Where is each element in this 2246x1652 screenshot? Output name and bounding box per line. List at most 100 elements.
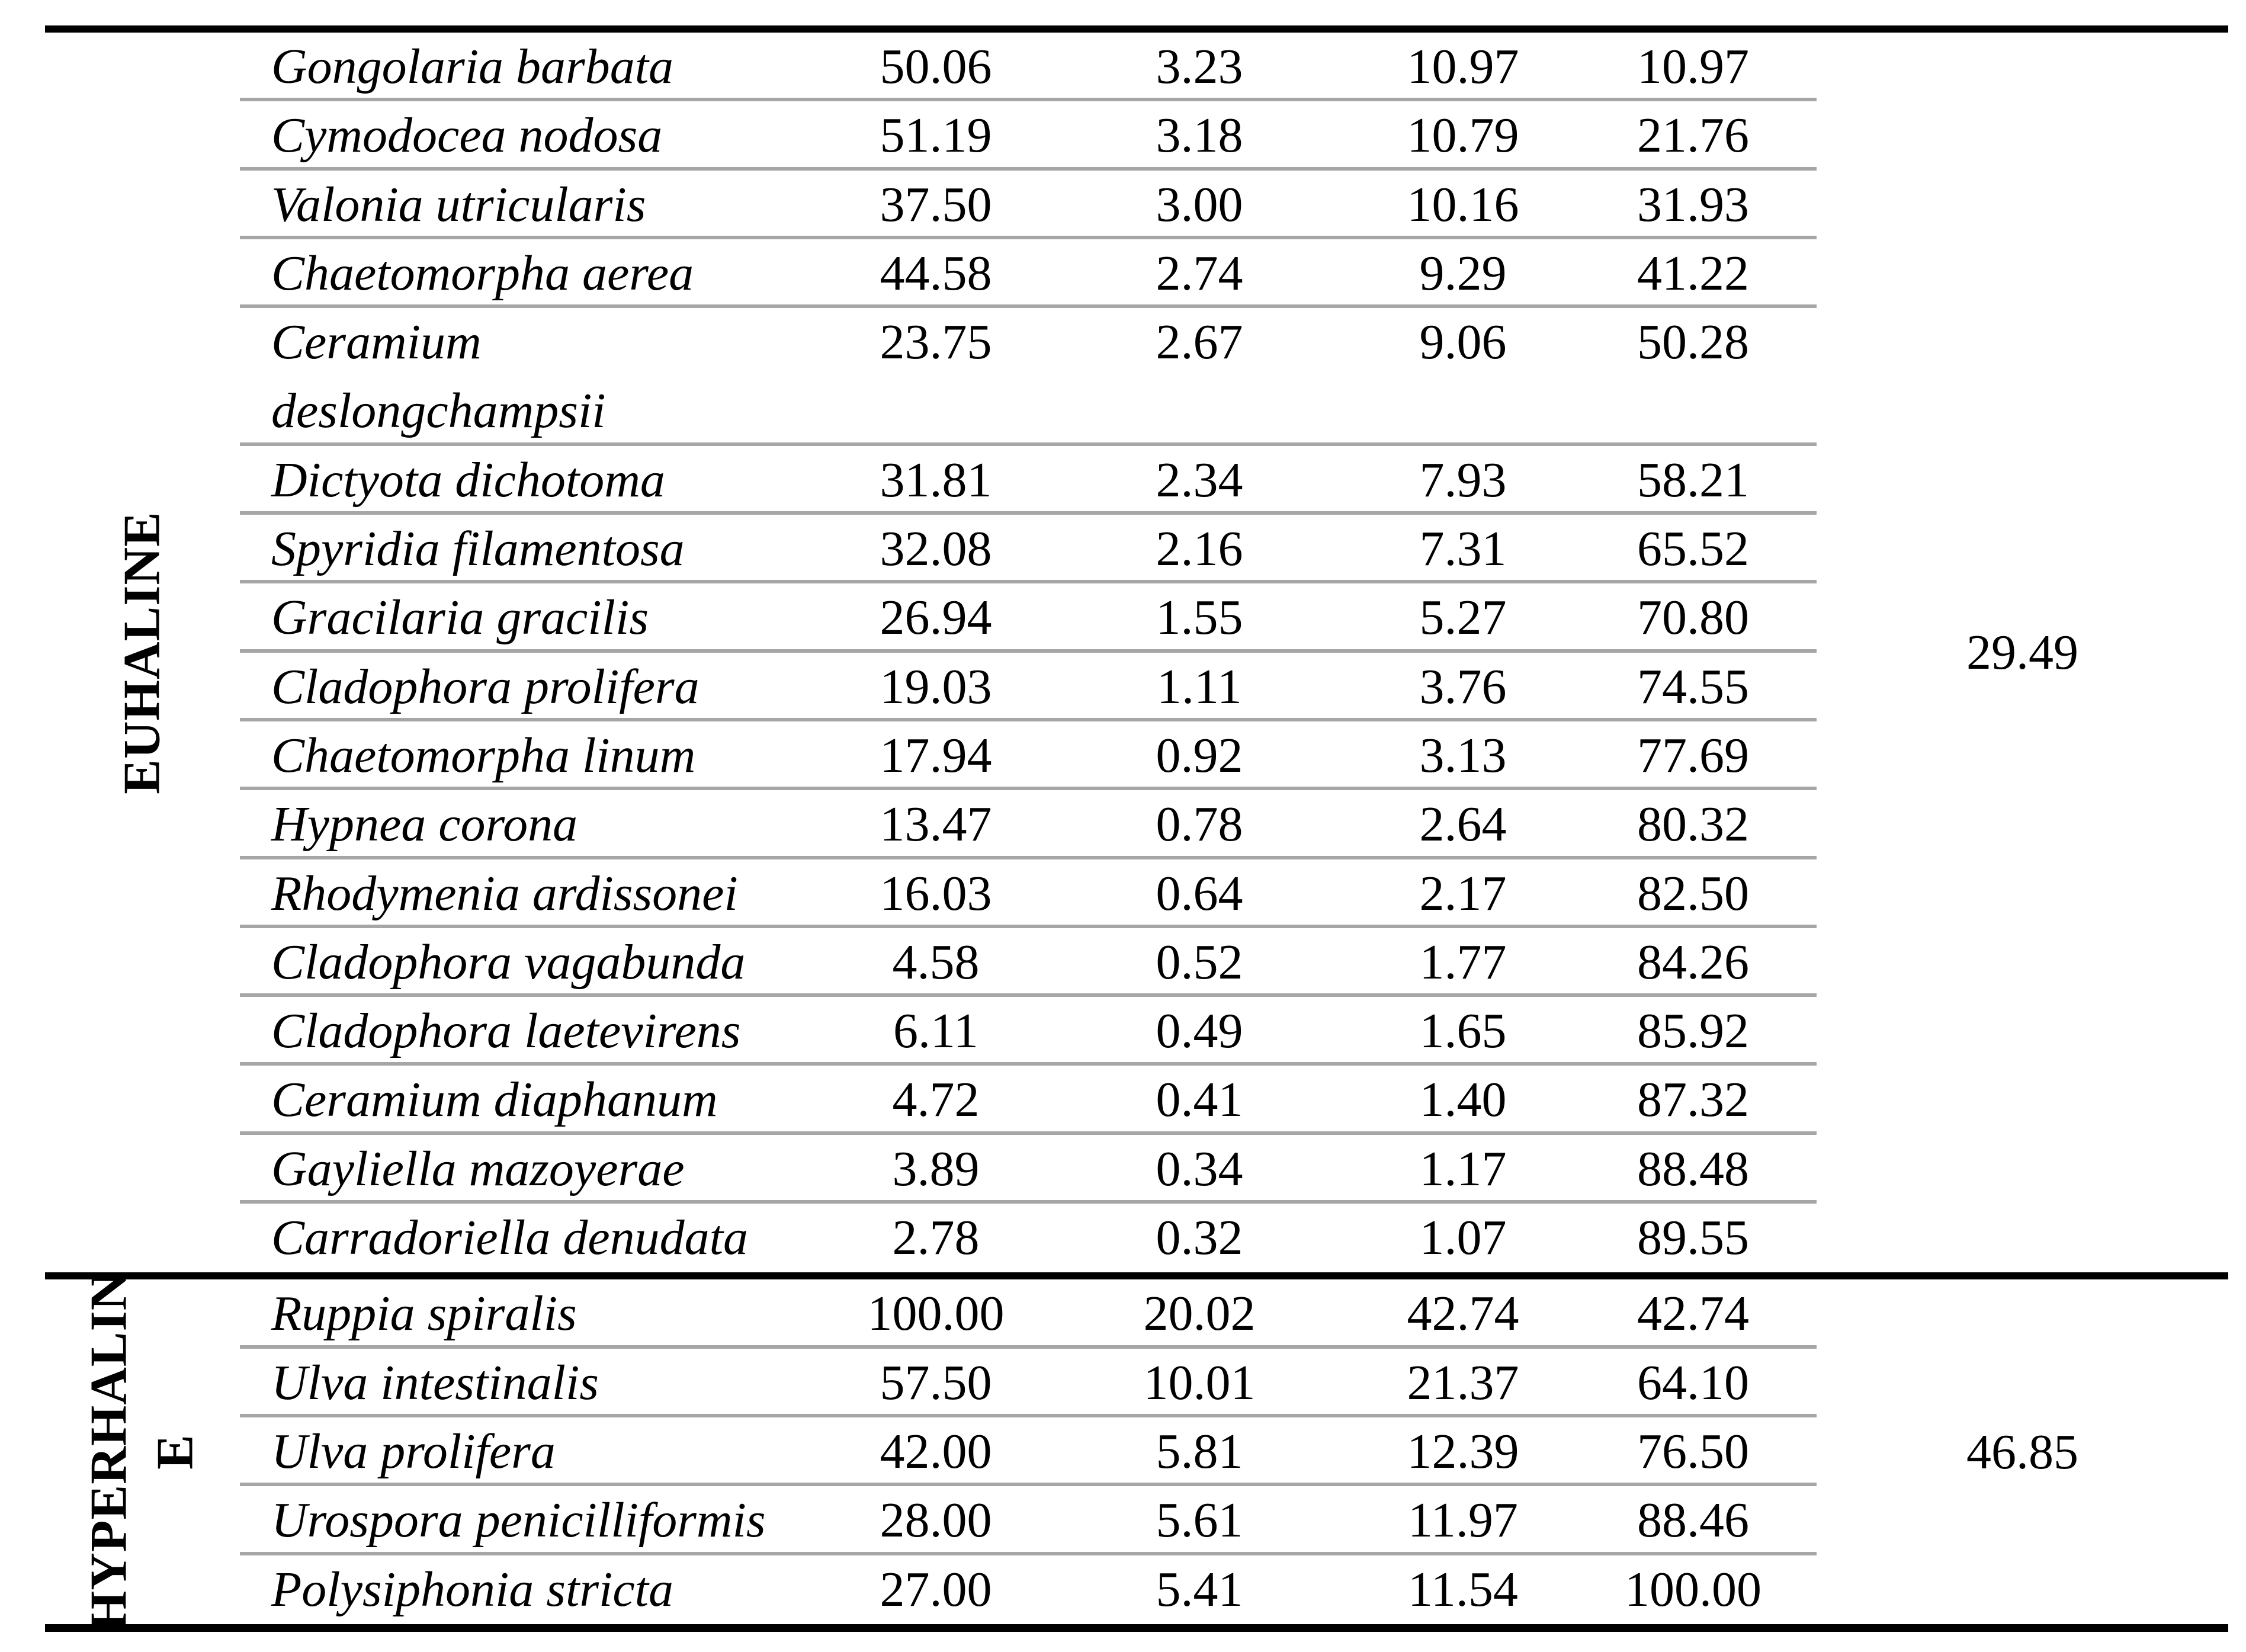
value-cell: 42.74 xyxy=(1407,1286,1519,1342)
value-cell: 3.13 xyxy=(1419,727,1507,783)
section-label-text: HYPERHALIN E xyxy=(76,1272,209,1632)
value-cell: 5.27 xyxy=(1419,590,1507,646)
value-cell: 10.97 xyxy=(1407,39,1519,94)
table-row: Cladophora vagabunda 4.58 0.52 1.77 84.2… xyxy=(240,928,1817,997)
value-cell: 82.50 xyxy=(1637,865,1749,921)
value-cell: 19.03 xyxy=(880,659,992,714)
value-cell: 65.52 xyxy=(1637,521,1749,577)
value-cell: 16.03 xyxy=(880,865,992,921)
value-cell: 51.19 xyxy=(880,108,992,163)
value-cell: 13.47 xyxy=(880,797,992,852)
value-cell: 50.28 xyxy=(1637,315,1749,370)
group-contribution-value: 29.49 xyxy=(1966,625,2078,681)
species-cell: Cymodocea nodosa xyxy=(271,108,663,163)
value-cell: 0.41 xyxy=(1156,1072,1243,1128)
value-cell: 1.11 xyxy=(1157,659,1242,714)
table-row: Gongolaria barbata 50.06 3.23 10.97 10.9… xyxy=(240,33,1817,102)
value-cell: 2.67 xyxy=(1156,315,1243,370)
value-cell: 37.50 xyxy=(880,177,992,232)
species-cell: Hypnea corona xyxy=(271,797,578,852)
value-cell: 80.32 xyxy=(1637,797,1749,852)
value-cell: 7.93 xyxy=(1419,452,1507,508)
value-cell: 42.74 xyxy=(1637,1286,1749,1342)
species-cell: Rhodymenia ardissonei xyxy=(271,865,738,921)
table-top-border xyxy=(45,25,2228,33)
section-label-hyperhaline: HYPERHALIN E xyxy=(45,1272,240,1632)
table-row: Valonia utricularis 37.50 3.00 10.16 31.… xyxy=(240,171,1817,239)
value-cell: 0.78 xyxy=(1156,797,1243,852)
value-cell: 12.39 xyxy=(1407,1423,1519,1479)
value-cell: 3.89 xyxy=(892,1141,980,1197)
value-cell: 100.00 xyxy=(867,1286,1005,1342)
value-cell: 3.18 xyxy=(1156,108,1243,163)
value-cell: 0.49 xyxy=(1156,1003,1243,1059)
table-row: Ulva intestinalis 57.50 10.01 21.37 64.1… xyxy=(240,1349,1817,1417)
value-cell: 1.07 xyxy=(1419,1210,1507,1266)
value-cell: 84.26 xyxy=(1637,934,1749,990)
value-cell: 1.55 xyxy=(1156,590,1243,646)
table-row: Carradoriella denudata 2.78 0.32 1.07 89… xyxy=(240,1204,1817,1272)
value-cell: 20.02 xyxy=(1143,1286,1256,1342)
value-cell: 4.58 xyxy=(892,934,980,990)
value-cell: 10.01 xyxy=(1143,1355,1256,1410)
value-cell: 2.16 xyxy=(1156,521,1243,577)
value-cell: 0.92 xyxy=(1156,727,1243,783)
value-cell: 27.00 xyxy=(880,1561,992,1617)
value-cell: 1.77 xyxy=(1419,934,1507,990)
species-cell: Ceramium deslongchampsii xyxy=(271,315,606,439)
value-cell: 88.46 xyxy=(1637,1493,1749,1548)
species-cell: Ruppia spiralis xyxy=(271,1286,577,1342)
section-label-line: HYPERHALIN xyxy=(80,1272,138,1632)
value-cell: 87.32 xyxy=(1637,1072,1749,1128)
species-cell: Cladophora vagabunda xyxy=(271,934,746,990)
species-cell: Urospora penicilliformis xyxy=(271,1493,766,1548)
species-cell: Cladophora laetevirens xyxy=(271,1003,741,1059)
value-cell: 77.69 xyxy=(1637,727,1749,783)
value-cell: 57.50 xyxy=(880,1355,992,1410)
value-cell: 74.55 xyxy=(1637,659,1749,714)
value-cell: 3.23 xyxy=(1156,39,1243,94)
value-cell: 58.21 xyxy=(1637,452,1749,508)
value-cell: 10.16 xyxy=(1407,177,1519,232)
table-row: Rhodymenia ardissonei 16.03 0.64 2.17 82… xyxy=(240,859,1817,928)
value-cell: 9.29 xyxy=(1419,245,1507,301)
table-row: Cladophora laetevirens 6.11 0.49 1.65 85… xyxy=(240,997,1817,1066)
section-label-line: EUHALINE xyxy=(113,511,171,794)
value-cell: 44.58 xyxy=(880,245,992,301)
species-cell: Gayliella mazoyerae xyxy=(271,1141,685,1197)
value-cell: 1.65 xyxy=(1419,1003,1507,1059)
species-cell: Ulva prolifera xyxy=(271,1423,556,1479)
value-cell: 23.75 xyxy=(880,315,992,370)
value-cell: 5.61 xyxy=(1156,1493,1243,1548)
table-row: Chaetomorpha linum 17.94 0.92 3.13 77.69 xyxy=(240,721,1817,791)
species-cell: Carradoriella denudata xyxy=(271,1210,749,1266)
species-cell: Ulva intestinalis xyxy=(271,1355,599,1410)
value-cell: 3.76 xyxy=(1419,659,1507,714)
value-cell: 6.11 xyxy=(893,1003,978,1059)
value-cell: 89.55 xyxy=(1637,1210,1749,1266)
value-cell: 2.17 xyxy=(1419,865,1507,921)
value-cell: 1.40 xyxy=(1419,1072,1507,1128)
group-contribution-value: 46.85 xyxy=(1966,1424,2078,1480)
value-cell: 5.81 xyxy=(1156,1423,1243,1479)
value-cell: 70.80 xyxy=(1637,590,1749,646)
table-row: Cladophora prolifera 19.03 1.11 3.76 74.… xyxy=(240,653,1817,721)
species-cell: Ceramium diaphanum xyxy=(271,1072,718,1128)
value-cell: 85.92 xyxy=(1637,1003,1749,1059)
section-divider-border xyxy=(45,1272,2228,1280)
group-contribution-hyperhaline: 46.85 xyxy=(1817,1279,2228,1624)
value-cell: 28.00 xyxy=(880,1493,992,1548)
table-row: Ceramium deslongchampsii 23.75 2.67 9.06… xyxy=(240,308,1817,446)
value-cell: 88.48 xyxy=(1637,1141,1749,1197)
value-cell: 42.00 xyxy=(880,1423,992,1479)
value-cell: 0.52 xyxy=(1156,934,1243,990)
value-cell: 5.41 xyxy=(1156,1561,1243,1617)
section-hyperhaline: HYPERHALIN E Ruppia spiralis 100.00 20.0… xyxy=(45,1272,2228,1632)
table-row: Chaetomorpha aerea 44.58 2.74 9.29 41.22 xyxy=(240,239,1817,309)
value-cell: 0.32 xyxy=(1156,1210,1243,1266)
section-label-text: EUHALINE xyxy=(110,511,176,794)
table-row: Spyridia filamentosa 32.08 2.16 7.31 65.… xyxy=(240,515,1817,584)
value-cell: 50.06 xyxy=(880,39,992,94)
table-row: Dictyota dichotoma 31.81 2.34 7.93 58.21 xyxy=(240,446,1817,515)
section-euhaline: EUHALINE Gongolaria barbata 50.06 3.23 1… xyxy=(45,33,2228,1272)
